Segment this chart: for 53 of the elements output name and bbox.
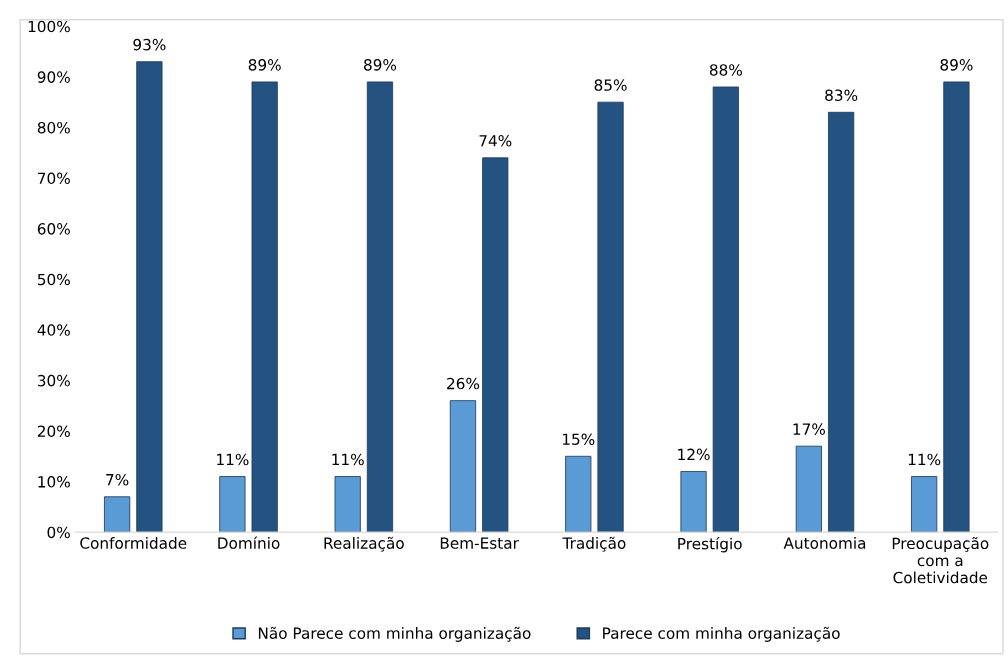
bar <box>449 400 477 533</box>
y-tick-label: 50% <box>37 273 70 286</box>
x-tick-label: Tradição <box>562 536 626 552</box>
x-tick-label: Conformidade <box>80 537 187 549</box>
x-tick-label: Prestígio <box>678 537 742 553</box>
y-tick-label: 10% <box>38 476 70 488</box>
x-tick-label: Bem-Estar <box>440 537 519 549</box>
data-label: 12% <box>678 448 710 461</box>
y-tick-label: 30% <box>37 374 70 387</box>
x-tick-label: Preocupação com a Coletividade <box>892 537 989 584</box>
data-label: 74% <box>479 134 512 147</box>
bar <box>334 476 361 533</box>
y-tick-label: 80% <box>37 121 70 134</box>
bar <box>597 101 624 533</box>
data-label: 85% <box>594 79 627 91</box>
data-label: 89% <box>940 59 973 71</box>
legend-label: Parece com minha organização <box>603 626 840 642</box>
bar <box>482 157 509 533</box>
bar <box>104 496 131 533</box>
bar <box>680 471 707 533</box>
data-label: 17% <box>793 423 825 435</box>
data-label: 7% <box>106 473 129 486</box>
bar <box>366 81 394 533</box>
y-tick-label: 90% <box>37 71 70 83</box>
data-label: 11% <box>908 453 941 466</box>
bar <box>219 476 246 533</box>
y-tick-label: 40% <box>37 324 70 336</box>
data-label: 89% <box>364 59 397 71</box>
bar <box>251 81 278 533</box>
data-label: 89% <box>248 59 281 71</box>
data-label: 15% <box>562 433 595 445</box>
data-label: 88% <box>709 64 742 76</box>
legend-label: Não Parece com minha organização <box>258 626 531 642</box>
data-label: 26% <box>447 377 480 390</box>
bar <box>136 61 163 533</box>
y-tick-label: 0% <box>47 526 70 539</box>
data-label: 11% <box>332 453 364 466</box>
y-tick-label: 70% <box>38 172 70 185</box>
x-tick-label: Realização <box>324 536 404 552</box>
bar <box>565 455 592 533</box>
x-tick-label: Autonomia <box>783 537 866 549</box>
data-label: 93% <box>133 38 166 51</box>
data-label: 11% <box>217 453 249 466</box>
bar <box>712 86 739 533</box>
bar <box>795 445 822 533</box>
bar <box>911 476 938 533</box>
x-tick-label: Domínio <box>218 536 280 549</box>
y-tick-label: 20% <box>37 425 70 438</box>
y-tick-label: 60% <box>37 223 70 235</box>
y-tick-label: 100% <box>28 20 70 33</box>
bar <box>828 111 855 533</box>
data-label: 83% <box>825 89 858 101</box>
bar <box>943 81 970 533</box>
